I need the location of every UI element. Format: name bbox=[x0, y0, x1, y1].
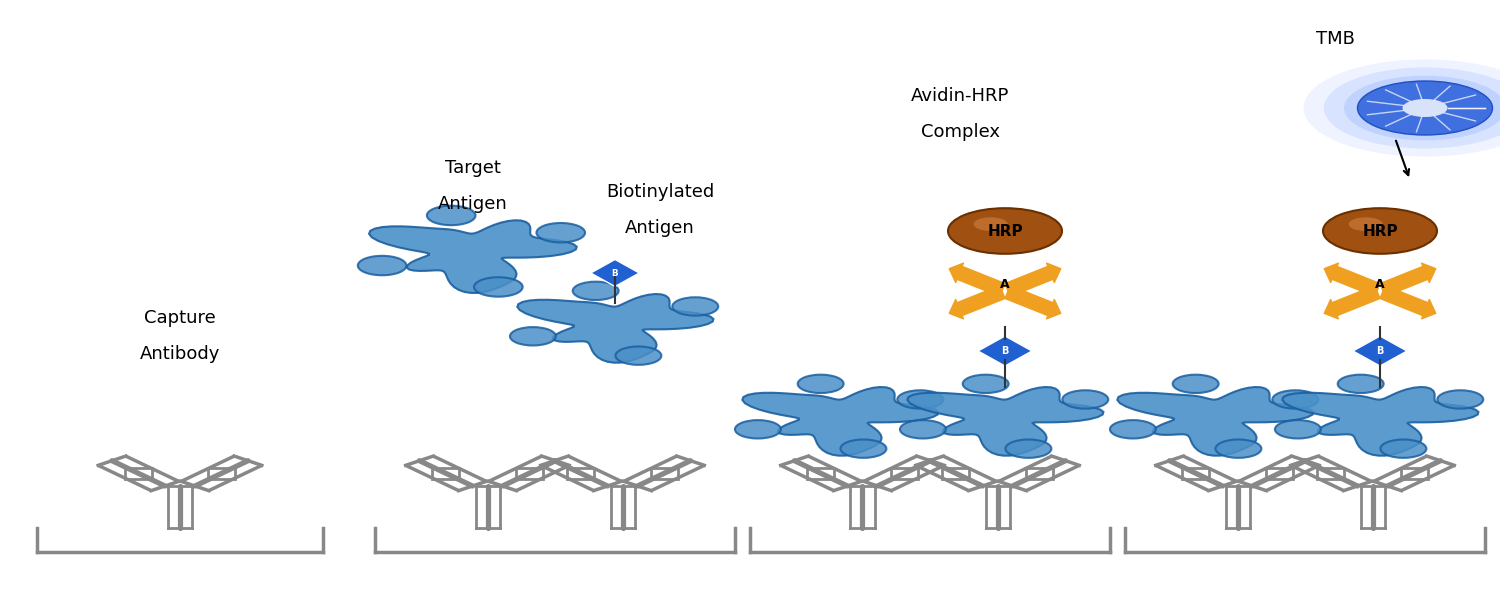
Text: Biotinylated: Biotinylated bbox=[606, 183, 714, 201]
Circle shape bbox=[1110, 420, 1156, 439]
Circle shape bbox=[1275, 420, 1322, 439]
Circle shape bbox=[1173, 374, 1218, 393]
Text: Target: Target bbox=[444, 159, 501, 177]
Bar bbox=[1182, 468, 1209, 479]
Circle shape bbox=[1380, 439, 1426, 458]
Polygon shape bbox=[742, 387, 939, 455]
Circle shape bbox=[1272, 390, 1318, 409]
Polygon shape bbox=[591, 259, 639, 286]
Circle shape bbox=[840, 439, 886, 458]
Circle shape bbox=[474, 277, 522, 296]
Text: B: B bbox=[1002, 346, 1008, 356]
Text: A: A bbox=[1000, 278, 1010, 292]
Circle shape bbox=[897, 390, 944, 409]
FancyArrowPatch shape bbox=[1380, 286, 1436, 319]
Circle shape bbox=[1323, 208, 1437, 254]
Polygon shape bbox=[1118, 387, 1314, 455]
Bar bbox=[1026, 468, 1053, 479]
FancyArrowPatch shape bbox=[950, 263, 1005, 296]
Bar bbox=[432, 468, 459, 479]
Text: HRP: HRP bbox=[1362, 223, 1398, 238]
Circle shape bbox=[510, 327, 556, 346]
Bar bbox=[1266, 468, 1293, 479]
Text: Antigen: Antigen bbox=[626, 219, 694, 237]
Bar bbox=[209, 468, 236, 479]
FancyArrowPatch shape bbox=[1005, 263, 1060, 296]
Circle shape bbox=[1304, 59, 1500, 157]
Circle shape bbox=[358, 256, 407, 275]
Circle shape bbox=[1358, 81, 1492, 135]
Text: A: A bbox=[1376, 278, 1384, 292]
FancyArrowPatch shape bbox=[950, 286, 1005, 319]
Circle shape bbox=[1402, 99, 1447, 117]
Text: Capture: Capture bbox=[144, 309, 216, 327]
Polygon shape bbox=[518, 294, 714, 362]
Bar bbox=[1401, 468, 1428, 479]
Circle shape bbox=[427, 206, 476, 225]
Bar bbox=[807, 468, 834, 479]
FancyArrowPatch shape bbox=[1324, 263, 1380, 296]
FancyArrowPatch shape bbox=[1380, 263, 1436, 296]
Bar bbox=[1317, 468, 1344, 479]
Circle shape bbox=[798, 374, 843, 393]
Polygon shape bbox=[1353, 336, 1407, 366]
Circle shape bbox=[1338, 374, 1383, 393]
Polygon shape bbox=[908, 387, 1104, 455]
Circle shape bbox=[974, 217, 1008, 231]
Circle shape bbox=[735, 420, 782, 439]
Bar bbox=[516, 468, 543, 479]
Circle shape bbox=[1005, 439, 1052, 458]
Bar bbox=[651, 468, 678, 479]
Bar bbox=[124, 468, 152, 479]
Circle shape bbox=[1348, 217, 1383, 231]
Circle shape bbox=[672, 297, 718, 316]
Text: TMB: TMB bbox=[1316, 30, 1354, 48]
Polygon shape bbox=[369, 220, 576, 293]
Circle shape bbox=[1323, 67, 1500, 149]
Bar bbox=[942, 468, 969, 479]
Circle shape bbox=[1215, 439, 1261, 458]
Text: Avidin-HRP: Avidin-HRP bbox=[910, 87, 1010, 105]
FancyArrowPatch shape bbox=[1324, 286, 1380, 319]
Bar bbox=[567, 468, 594, 479]
FancyArrowPatch shape bbox=[1005, 286, 1060, 319]
Text: Antibody: Antibody bbox=[140, 345, 220, 363]
Text: HRP: HRP bbox=[987, 223, 1023, 238]
Text: B: B bbox=[612, 269, 618, 277]
Circle shape bbox=[1062, 390, 1108, 409]
Polygon shape bbox=[1282, 387, 1479, 455]
Circle shape bbox=[537, 223, 585, 242]
Circle shape bbox=[615, 346, 662, 365]
Circle shape bbox=[1437, 390, 1484, 409]
Circle shape bbox=[900, 420, 946, 439]
Circle shape bbox=[963, 374, 1008, 393]
Circle shape bbox=[948, 208, 1062, 254]
Circle shape bbox=[573, 281, 618, 300]
Text: Complex: Complex bbox=[921, 123, 999, 141]
Text: Antigen: Antigen bbox=[438, 195, 507, 213]
Bar bbox=[891, 468, 918, 479]
Polygon shape bbox=[978, 336, 1032, 366]
Text: B: B bbox=[1377, 346, 1383, 356]
Circle shape bbox=[1344, 76, 1500, 140]
